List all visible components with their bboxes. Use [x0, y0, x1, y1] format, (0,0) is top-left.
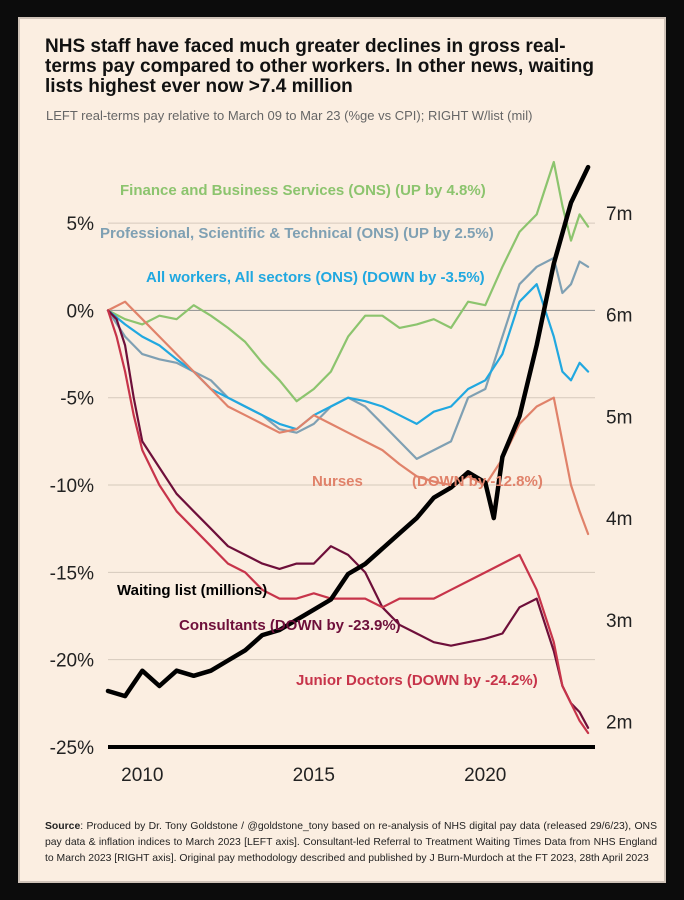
y-right-tick-label: 5m	[606, 407, 632, 428]
junior-doctors-line	[106, 309, 590, 735]
y-left-tick-label: -25%	[50, 738, 94, 759]
source-text: : Produced by Dr. Tony Goldstone / @gold…	[45, 821, 657, 864]
chart-panel: NHS staff have faced much greater declin…	[18, 17, 666, 883]
nurses-label: Nurses	[312, 473, 363, 490]
chart-title: NHS staff have faced much greater declin…	[45, 36, 595, 97]
y-left-tick-label: 5%	[67, 214, 95, 235]
y-right-tick-label: 4m	[606, 509, 632, 530]
consultants-line	[106, 309, 590, 729]
x-tick-label: 2020	[464, 765, 506, 786]
consultants-label: Consultants (DOWN by -23.9%)	[179, 617, 401, 634]
x-tick-label: 2010	[121, 765, 163, 786]
finance-line	[106, 160, 590, 403]
waiting-list-label: Waiting list (millions)	[117, 582, 267, 599]
finance-label: Finance and Business Services (ONS) (UP …	[120, 182, 486, 199]
source-note: Source: Produced by Dr. Tony Goldstone /…	[45, 819, 657, 867]
junior-doctors-label: Junior Doctors (DOWN by -24.2%)	[296, 672, 538, 689]
nurses-line	[106, 300, 590, 536]
y-left-tick-label: -15%	[50, 563, 94, 584]
x-tick-label: 2015	[293, 765, 335, 786]
chart-subtitle: LEFT real-terms pay relative to March 09…	[46, 108, 533, 123]
professional-label: Professional, Scientific & Technical (ON…	[100, 225, 494, 242]
y-left-tick-label: -20%	[50, 651, 94, 672]
all-workers-label: All workers, All sectors (ONS) (DOWN by …	[146, 269, 485, 286]
y-right-tick-label: 7m	[606, 204, 632, 225]
nurses-change-label: (DOWN by -12.8%)	[412, 473, 543, 490]
y-right-tick-label: 6m	[606, 306, 632, 327]
y-right-tick-label: 3m	[606, 611, 632, 632]
y-left-tick-label: -10%	[50, 476, 94, 497]
y-right-tick-label: 2m	[606, 713, 632, 734]
y-left-tick-label: -5%	[60, 389, 94, 410]
chart-plot: 5% 0% -5% -10% -15% -20% -25% 7m 6m 5m 4m 3m 2m 2010 2…	[50, 160, 632, 786]
waiting-list-line	[105, 164, 591, 699]
y-left-tick-label: 0%	[67, 301, 95, 322]
source-label: Source	[45, 821, 81, 832]
